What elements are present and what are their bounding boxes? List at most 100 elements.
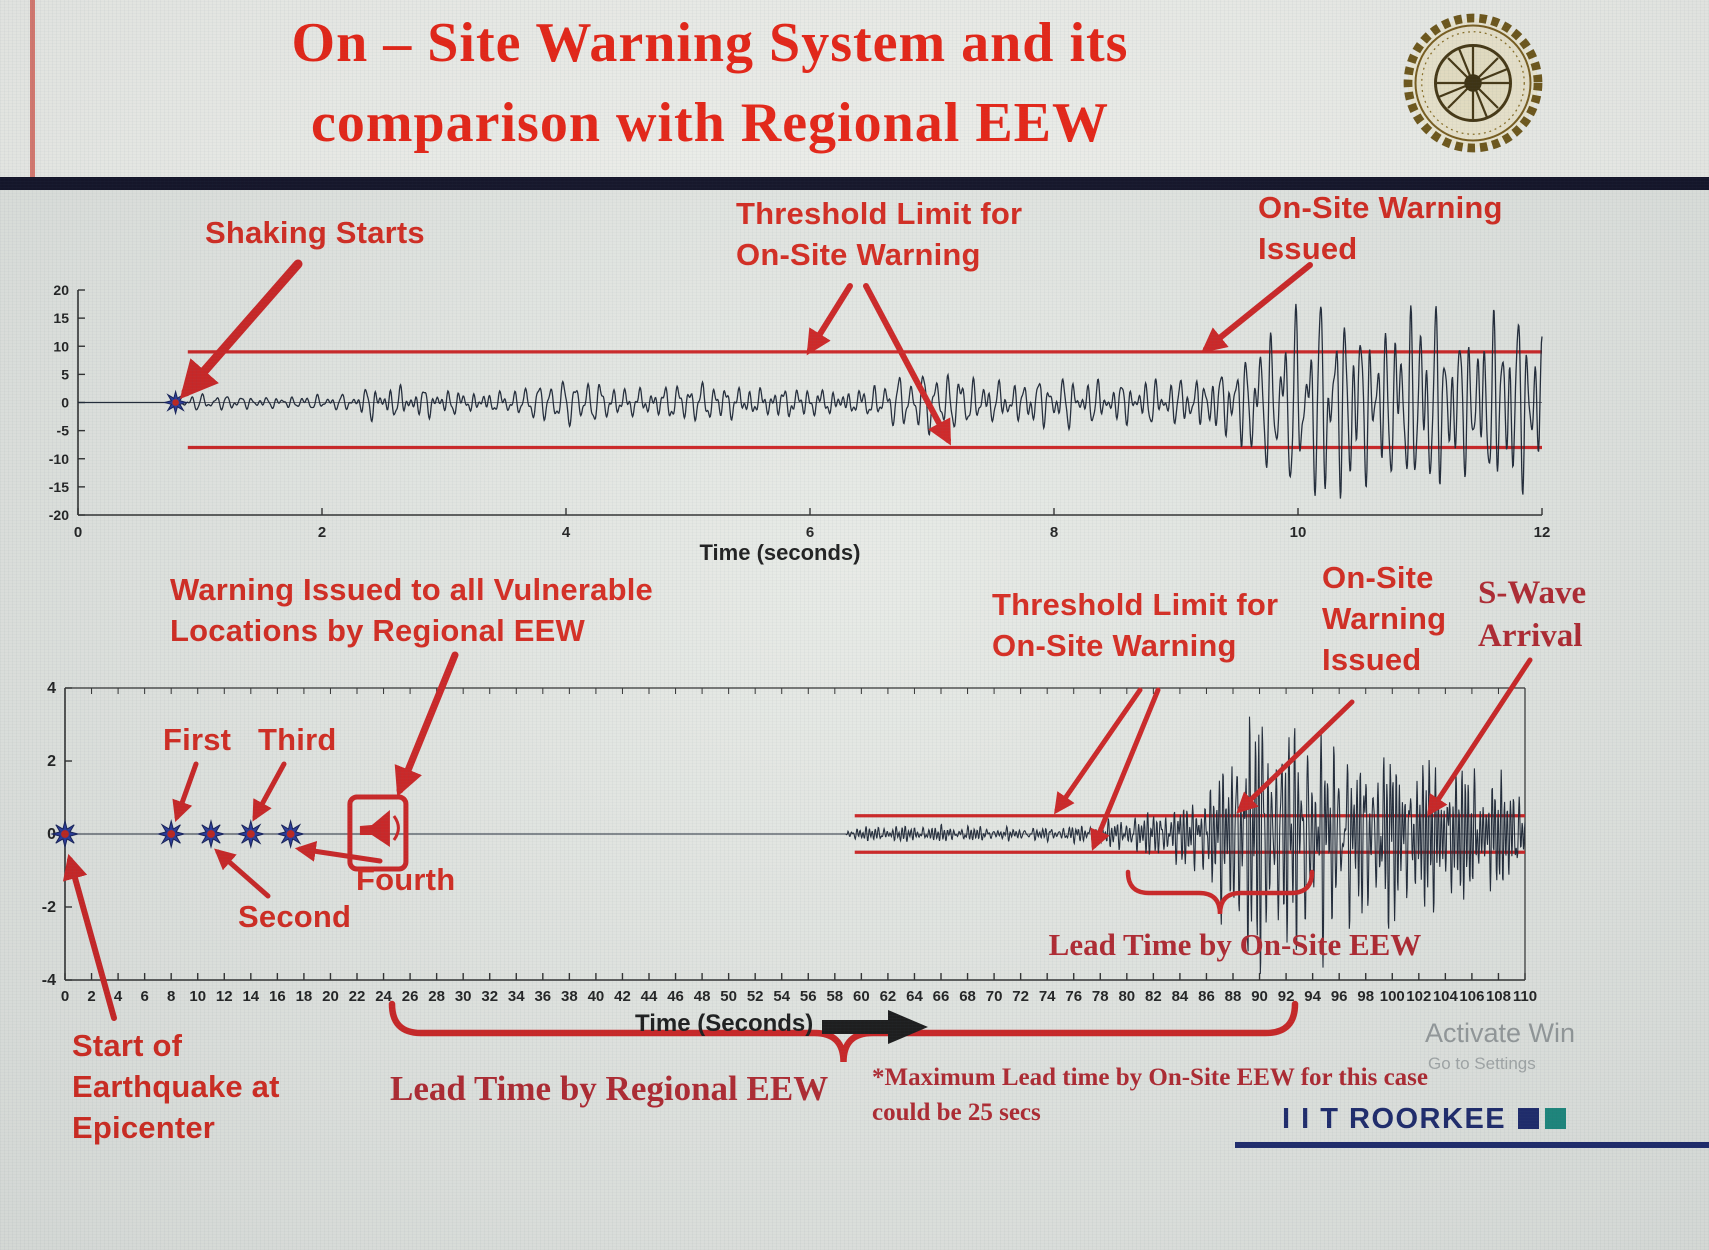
x-axis-label-top-chart: Time (seconds) <box>699 540 861 565</box>
svg-text:108: 108 <box>1486 988 1511 1005</box>
svg-text:110: 110 <box>1513 988 1537 1005</box>
svg-text:42: 42 <box>614 988 631 1005</box>
annotation-regional-eew-warning: Warning Issued to all Vulnerable Locatio… <box>170 572 653 648</box>
svg-text:6: 6 <box>140 988 148 1005</box>
svg-text:32: 32 <box>481 988 498 1005</box>
svg-text:20: 20 <box>322 988 339 1005</box>
svg-text:10: 10 <box>1290 524 1307 541</box>
annotation-third-detection: Third <box>258 722 337 757</box>
svg-text:26: 26 <box>402 988 419 1005</box>
svg-text:20: 20 <box>53 282 69 298</box>
svg-text:44: 44 <box>641 988 658 1005</box>
svg-text:94: 94 <box>1304 988 1321 1005</box>
svg-text:80: 80 <box>1118 988 1135 1005</box>
windows-activation-watermark: Activate Win <box>1425 1018 1576 1048</box>
svg-text:6: 6 <box>806 524 814 541</box>
svg-text:5: 5 <box>61 366 69 382</box>
svg-text:2: 2 <box>318 524 326 541</box>
annotation-onsite-warning-issued-bottom-chart: On-Site Warning Issued <box>1322 560 1447 677</box>
svg-text:15: 15 <box>53 310 69 326</box>
annotation-threshold-limit-top-chart: Threshold Limit for On-Site Warning <box>736 196 1023 272</box>
svg-text:10: 10 <box>53 338 69 354</box>
svg-text:36: 36 <box>534 988 551 1005</box>
svg-text:74: 74 <box>1039 988 1056 1005</box>
svg-text:104: 104 <box>1433 988 1459 1005</box>
svg-text:88: 88 <box>1225 988 1242 1005</box>
left-edge-artifact <box>30 0 35 177</box>
svg-text:76: 76 <box>1065 988 1082 1005</box>
svg-text:18: 18 <box>296 988 313 1005</box>
svg-text:100: 100 <box>1380 988 1405 1005</box>
svg-text:50: 50 <box>720 988 737 1005</box>
svg-text:56: 56 <box>800 988 817 1005</box>
svg-text:24: 24 <box>375 988 392 1005</box>
svg-text:30: 30 <box>455 988 472 1005</box>
header-divider <box>0 177 1709 190</box>
svg-text:22: 22 <box>349 988 366 1005</box>
svg-text:8: 8 <box>1050 524 1058 541</box>
slide-title: On – Site Warning System and its compari… <box>291 12 1129 154</box>
svg-text:-4: -4 <box>42 972 56 989</box>
svg-text:48: 48 <box>694 988 711 1005</box>
svg-text:-5: -5 <box>57 423 70 439</box>
svg-text:54: 54 <box>773 988 790 1005</box>
svg-text:10: 10 <box>189 988 206 1005</box>
svg-text:66: 66 <box>933 988 950 1005</box>
svg-text:58: 58 <box>826 988 843 1005</box>
svg-text:2: 2 <box>47 753 56 770</box>
svg-text:68: 68 <box>959 988 976 1005</box>
svg-text:8: 8 <box>167 988 175 1005</box>
annotation-s-wave-arrival: S-Wave Arrival <box>1478 575 1587 654</box>
svg-text:0: 0 <box>61 395 69 411</box>
svg-text:86: 86 <box>1198 988 1215 1005</box>
svg-text:64: 64 <box>906 988 923 1005</box>
svg-text:60: 60 <box>853 988 870 1005</box>
svg-text:4: 4 <box>114 988 123 1005</box>
iit-roorkee-wordmark: I I T ROORKEE <box>1282 1103 1507 1135</box>
svg-text:0: 0 <box>47 826 56 843</box>
annotation-lead-time-regional: Lead Time by Regional EEW <box>390 1069 829 1108</box>
svg-text:-15: -15 <box>49 479 69 495</box>
slide-header: On – Site Warning System and its compari… <box>0 0 1709 177</box>
svg-text:98: 98 <box>1357 988 1374 1005</box>
svg-text:0: 0 <box>61 988 69 1005</box>
annotation-max-lead-time-note: *Maximum Lead time by On-Site EEW for th… <box>872 1064 1429 1126</box>
svg-text:84: 84 <box>1172 988 1189 1005</box>
svg-text:12: 12 <box>1534 524 1551 541</box>
svg-text:96: 96 <box>1331 988 1348 1005</box>
svg-text:12: 12 <box>216 988 233 1005</box>
x-axis-label-bottom-chart: Time (Seconds) <box>635 1010 814 1037</box>
svg-text:92: 92 <box>1278 988 1295 1005</box>
windows-activation-watermark-sub[interactable]: Go to Settings <box>1428 1054 1536 1073</box>
svg-text:16: 16 <box>269 988 286 1005</box>
svg-text:34: 34 <box>508 988 525 1005</box>
iit-roorkee-seal-logo <box>1403 13 1543 153</box>
svg-text:106: 106 <box>1459 988 1484 1005</box>
svg-text:38: 38 <box>561 988 578 1005</box>
annotation-lead-time-onsite: Lead Time by On-Site EEW <box>1048 927 1422 962</box>
annotation-fourth-detection: Fourth <box>356 862 456 897</box>
annotation-second-detection: Second <box>238 899 352 934</box>
annotation-start-of-earthquake: Start of Earthquake at Epicenter <box>72 1028 280 1145</box>
svg-text:0: 0 <box>74 524 82 541</box>
svg-text:-2: -2 <box>42 899 56 916</box>
svg-text:-20: -20 <box>49 507 69 523</box>
svg-text:28: 28 <box>428 988 445 1005</box>
annotation-onsite-warning-issued-top-chart: On-Site Warning Issued <box>1258 190 1503 266</box>
svg-text:90: 90 <box>1251 988 1268 1005</box>
footer-rule <box>1235 1142 1709 1148</box>
svg-text:78: 78 <box>1092 988 1109 1005</box>
annotation-shaking-starts: Shaking Starts <box>205 215 425 250</box>
svg-text:82: 82 <box>1145 988 1162 1005</box>
svg-text:-10: -10 <box>49 451 69 467</box>
svg-text:2: 2 <box>87 988 95 1005</box>
svg-text:62: 62 <box>880 988 897 1005</box>
svg-text:14: 14 <box>242 988 259 1005</box>
svg-text:70: 70 <box>986 988 1003 1005</box>
brand-square-navy <box>1518 1108 1539 1129</box>
svg-text:102: 102 <box>1406 988 1431 1005</box>
